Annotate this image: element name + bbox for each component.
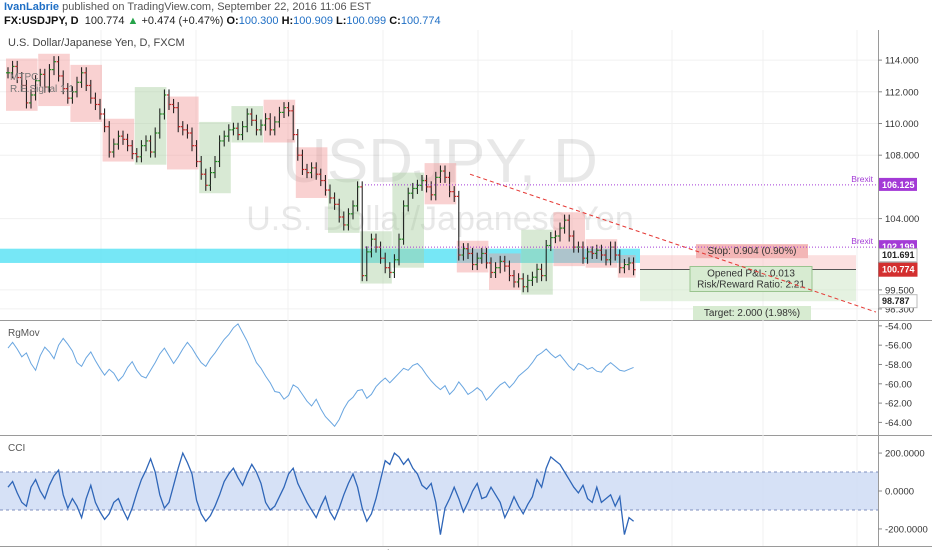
setup-box — [617, 255, 636, 278]
chart-header: IvanLabrie published on TradingView.com,… — [0, 0, 932, 30]
y-tick-label: 200.0000 — [885, 449, 925, 460]
target-label-bg — [693, 306, 811, 320]
last-price: 100.774 — [84, 15, 125, 27]
author-link[interactable]: IvanLabrie — [4, 1, 60, 13]
y-tick-label: 98.300 — [885, 304, 914, 315]
high-value: 100.909 — [293, 15, 333, 27]
cci-line — [7, 451, 635, 535]
cci-band — [0, 472, 878, 510]
rgmov-pane[interactable] — [0, 322, 878, 434]
price-tag-bg — [878, 294, 918, 309]
close-label: C: — [389, 15, 401, 27]
y-tick-label: 99.500 — [885, 285, 914, 296]
y-tick-label: -64.00 — [885, 418, 912, 429]
setup-box — [521, 229, 553, 295]
open-value: 100.300 — [238, 15, 279, 27]
stop-label-bg — [696, 244, 808, 259]
support-zone-band — [0, 248, 640, 263]
level-lines: Brexit Brexit — [365, 173, 878, 313]
ohlc-bar: FX:USDJPY, D 100.774 ▲ +0.474 (+0.47%) O… — [4, 15, 441, 27]
stop-zone — [640, 255, 856, 270]
rgmov-line — [7, 323, 634, 428]
y-tick-label: 114.000 — [885, 56, 919, 67]
cci-label: CCI — [8, 443, 25, 454]
y-tick-label: -60.00 — [885, 379, 912, 390]
close-value: 100.774 — [400, 15, 441, 27]
level-label: Brexit — [851, 236, 873, 246]
pnl-box — [689, 265, 813, 292]
rr-label: Risk/Reward Ratio: 2.21 — [697, 279, 805, 290]
instrument-title: U.S. Dollar/Japanese Yen, D, FXCM — [8, 37, 185, 49]
low-label: L: — [336, 15, 347, 27]
publish-info: IvanLabrie published on TradingView.com,… — [4, 1, 371, 13]
rgmov-label: RgMov — [8, 328, 40, 339]
price-tag: 101.691 — [882, 250, 915, 260]
y-tick-label: 0.0000 — [885, 487, 914, 498]
target-label: Target: 2.000 (1.98%) — [704, 308, 800, 319]
setup-box — [392, 172, 424, 268]
position-tool[interactable]: Stop: 0.904 (0.90%) Opened P&L: 0.013Risk… — [640, 244, 856, 320]
rgmov-series — [7, 323, 634, 428]
y-tick-label: -62.00 — [885, 399, 912, 410]
level-tag: 102.199 — [882, 242, 915, 252]
price-series — [6, 53, 636, 295]
trendline — [469, 173, 877, 313]
y-tick-label: -58.00 — [885, 360, 912, 371]
stop-label: Stop: 0.904 (0.90%) — [708, 246, 797, 257]
y-tick-label: 108.000 — [885, 151, 919, 162]
y-tick-label: -200.0000 — [885, 524, 928, 535]
level-tag-bg — [879, 177, 917, 191]
support-zone — [0, 248, 640, 263]
pnl-label: Opened P&L: 0.013 — [707, 268, 795, 279]
y-tick-label: 110.000 — [885, 119, 919, 130]
price-tag-bg — [878, 262, 918, 277]
symbol-label[interactable]: FX:USDJPY, D — [4, 15, 79, 27]
axis-labels: AprMayJunJulAugSepOctNovDec114.000112.00… — [93, 56, 928, 550]
publish-text: published on TradingView.com, September … — [62, 1, 372, 13]
chart-area[interactable]: USDJPY, D U.S. Dollar/Japanese Yen Stop:… — [0, 30, 932, 550]
open-label: O: — [226, 15, 239, 27]
up-arrow-icon: ▲ — [127, 15, 139, 27]
level-label: Brexit — [851, 174, 873, 184]
y-tick-label: 112.000 — [885, 87, 919, 98]
y-tick-label: 104.000 — [885, 214, 919, 225]
cci-series — [0, 451, 878, 535]
y-tick-label: -54.00 — [885, 321, 912, 332]
price-tag: 100.774 — [882, 265, 915, 275]
high-label: H: — [281, 15, 294, 27]
level-tag: 106.125 — [882, 180, 915, 190]
price-change: +0.474 (+0.47%) — [141, 15, 224, 27]
low-value: 100.099 — [346, 15, 387, 27]
legend-signal[interactable]: R.E.Signal 1.1 — [10, 84, 74, 95]
y-tick-label: -56.00 — [885, 341, 912, 352]
price-tag-bg — [878, 248, 918, 263]
price-tag: 98.787 — [882, 296, 910, 306]
legend-mtpc[interactable]: MTPC — [10, 72, 38, 83]
